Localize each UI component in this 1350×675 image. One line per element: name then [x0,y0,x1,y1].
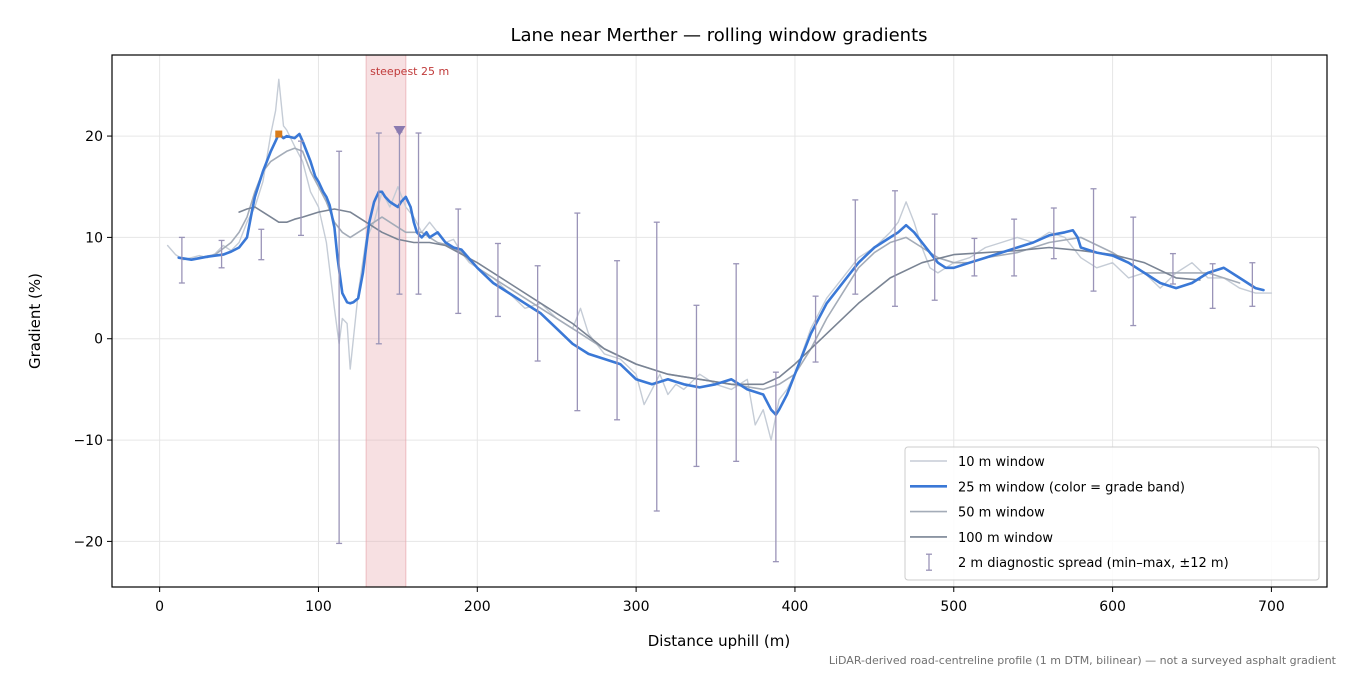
series-line-1 [177,132,1265,416]
x-axis-ticks: 0 100 200 300 400 500 600 700 [155,587,1285,615]
footnote: LiDAR-derived road-centreline profile (1… [829,654,1337,667]
errorbar [178,236,185,284]
series-line-3 [238,206,1201,386]
errorbar [415,132,422,295]
errorbar [1090,188,1097,292]
legend: 10 m window 25 m window (color = grade ba… [904,446,1320,581]
x-tick-label: 600 [1099,599,1126,615]
grid-lines [112,55,1327,587]
legend-label: 50 m window [958,506,1045,521]
errorbar [693,304,700,468]
errorbar [336,150,343,545]
errorbar [574,212,581,412]
errorbar [653,221,660,512]
errorbar [455,208,462,315]
errorbar [218,239,225,269]
legend-label: 100 m window [958,531,1053,546]
errorbar [931,213,938,301]
legend-label: 10 m window [958,455,1045,470]
y-axis-label: Gradient (%) [26,273,44,369]
steepest-marker [393,126,406,136]
y-tick-label: 10 [85,230,103,246]
legend-box [904,446,1320,581]
errorbar [614,260,621,421]
highlight-label: steepest 25 m [370,65,449,78]
errorbar [298,140,304,237]
y-tick-label: 0 [94,332,103,348]
max-marker [275,130,283,138]
errorbar [892,190,898,307]
diagnostic-errorbars [178,131,1256,563]
peak-markers [275,126,406,138]
errorbar [971,237,978,277]
x-tick-label: 200 [464,599,491,615]
errorbar [812,295,819,363]
errorbar [733,263,740,462]
axes-frame [111,54,1328,588]
x-tick-label: 400 [782,599,809,615]
y-tick-label: −10 [73,433,103,449]
errorbar [1050,207,1057,260]
errorbar [258,228,265,261]
plot-frame [111,54,1328,588]
x-tick-label: 700 [1258,599,1285,615]
x-tick-label: 500 [940,599,967,615]
chart-title: Lane near Merther — rolling window gradi… [510,25,927,46]
legend-label: 2 m diagnostic spread (min–max, ±12 m) [958,556,1229,571]
errorbar [772,371,779,563]
errorbar [1130,216,1137,327]
errorbar [534,265,541,362]
y-tick-label: 20 [85,129,103,145]
errorbar [494,242,501,318]
errorbar [1011,218,1018,277]
y-axis-ticks: −20 −10 0 10 20 [73,129,112,550]
x-tick-label: 300 [623,599,650,615]
errorbar [852,199,859,295]
errorbar [1249,262,1256,307]
errorbar [1169,252,1176,285]
x-tick-label: 0 [155,599,164,615]
x-tick-label: 100 [305,599,332,615]
y-tick-label: −20 [73,534,103,550]
errorbar [1209,263,1216,309]
legend-label: 25 m window (color = grade band) [958,480,1185,495]
x-axis-label: Distance uphill (m) [648,632,790,650]
errorbar [375,132,382,345]
series-layer [166,78,1273,441]
